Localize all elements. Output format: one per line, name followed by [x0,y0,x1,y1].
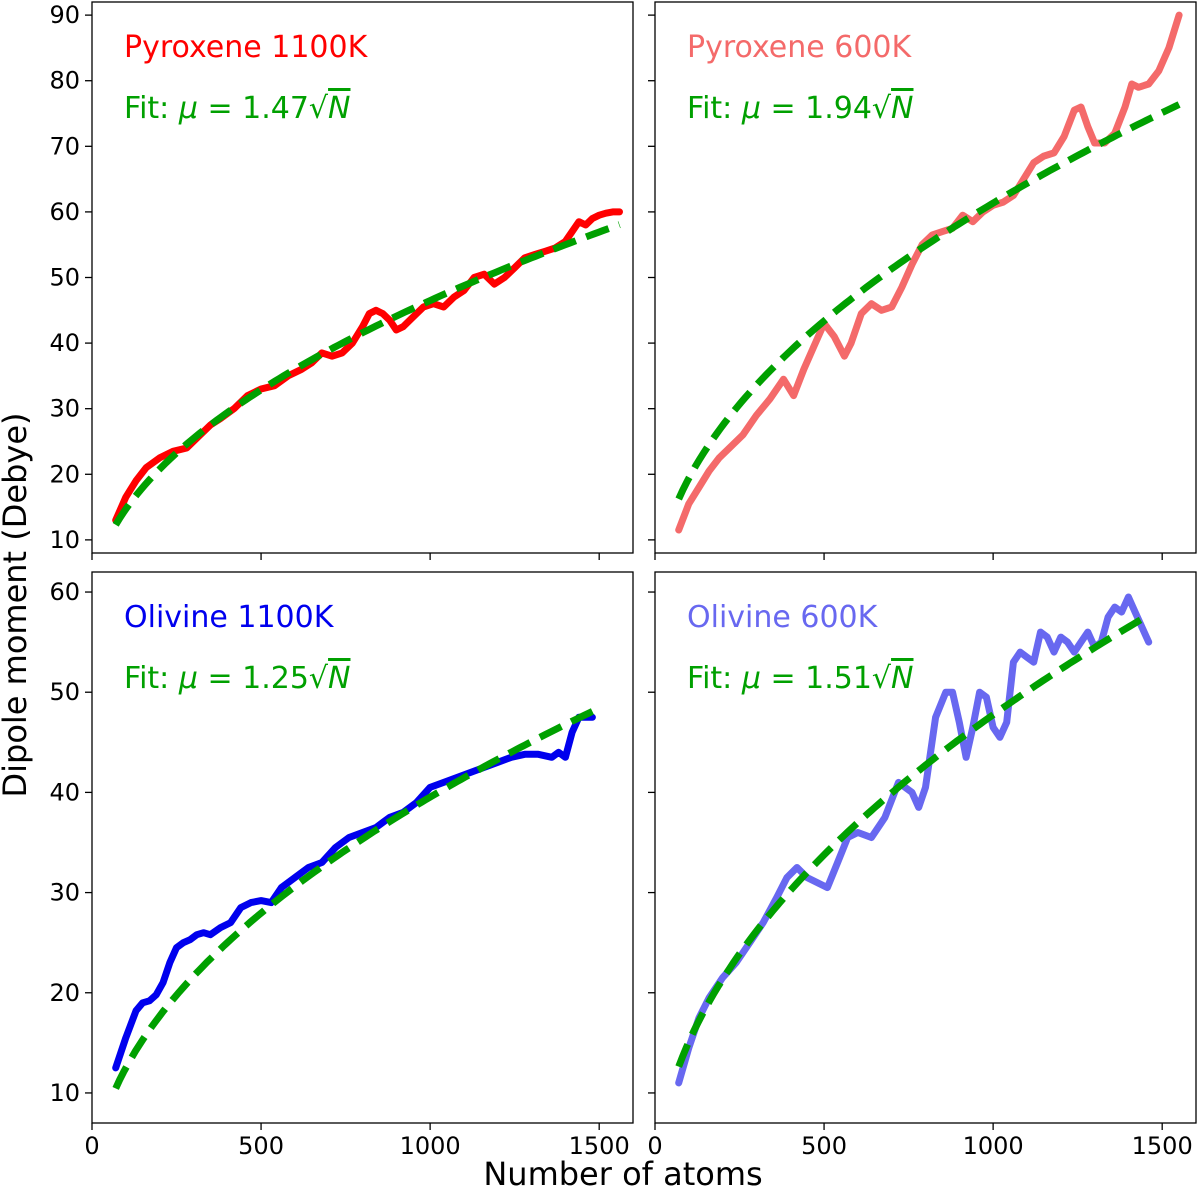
fit-equation: Fit: μ = 1.51√N [687,661,914,696]
panel-olivine-600k: 0 500 1000 1500 Olivine 600K Fit: μ = 1.51√N [647,571,1197,1160]
y-axis-label: Dipole moment (Debye) [0,412,34,797]
panel-pyroxene-600k: Pyroxene 600K Fit: μ = 1.94√N [648,1,1197,560]
x-tick-label: 0 [647,1132,662,1160]
x-tick-label: 500 [238,1132,284,1160]
y-tick-label: 10 [49,526,80,554]
data-line-pyroxene-1100k [112,208,623,524]
axes-frame [654,1,1197,554]
y-tick-label: 90 [49,1,80,29]
plot-area [112,208,623,527]
x-tick-label: 1000 [400,1132,461,1160]
y-tick-label: 20 [49,979,80,1007]
panel-title: Pyroxene 1100K [124,30,369,65]
axes-frame [91,571,634,1124]
plot-area [675,11,1183,534]
fit-equation: Fit: μ = 1.94√N [687,91,914,126]
x-tick-label: 1000 [963,1132,1024,1160]
y-tick-label: 10 [49,1079,80,1107]
y-tick-label: 50 [49,264,80,292]
y-tick-label: 20 [49,460,80,488]
panel-title: Pyroxene 600K [687,30,913,65]
y-tick-label: 40 [49,329,80,357]
fit-curve-pyroxene-600k [675,101,1181,501]
data-line-olivine-600k [675,593,1153,1087]
y-tick-label: 50 [49,678,80,706]
y-tick-label: 80 [49,67,80,95]
y-tick-label: 30 [49,395,80,423]
plot-area [112,708,596,1090]
x-tick-label: 1500 [569,1132,630,1160]
panels: 10 20 30 40 50 60 70 80 90 Pyroxene 1100K Fit: μ =… [49,1,1197,1160]
x-tick-label: 1500 [1132,1132,1193,1160]
panel-title: Olivine 1100K [124,600,335,635]
x-tick-label: 500 [801,1132,847,1160]
fit-curve-olivine-600k [675,612,1151,1068]
fit-curve-pyroxene-1100k [112,221,621,527]
y-tick-label: 60 [49,578,80,606]
panel-pyroxene-1100k: 10 20 30 40 50 60 70 80 90 Pyroxene 1100K Fit: μ =… [49,1,634,560]
axes-frame [654,571,1197,1124]
panel-title: Olivine 600K [687,600,879,635]
y-tick-label: 70 [49,132,80,160]
panel-olivine-1100k: 0 500 1000 1500 10 20 30 40 50 60 Olivine 1100K Fit… [49,571,634,1160]
y-tick-label: 40 [49,778,80,806]
axes-frame [91,1,634,554]
y-tick-label: 60 [49,198,80,226]
fit-equation: Fit: μ = 1.47√N [124,91,351,126]
x-axis-label: Number of atoms [483,1155,762,1193]
y-tick-label: 30 [49,879,80,907]
x-tick-label: 0 [84,1132,99,1160]
plot-area [675,593,1153,1087]
data-line-olivine-1100k [112,713,596,1072]
fit-curve-olivine-1100k [112,708,594,1090]
fit-equation: Fit: μ = 1.25√N [124,661,351,696]
